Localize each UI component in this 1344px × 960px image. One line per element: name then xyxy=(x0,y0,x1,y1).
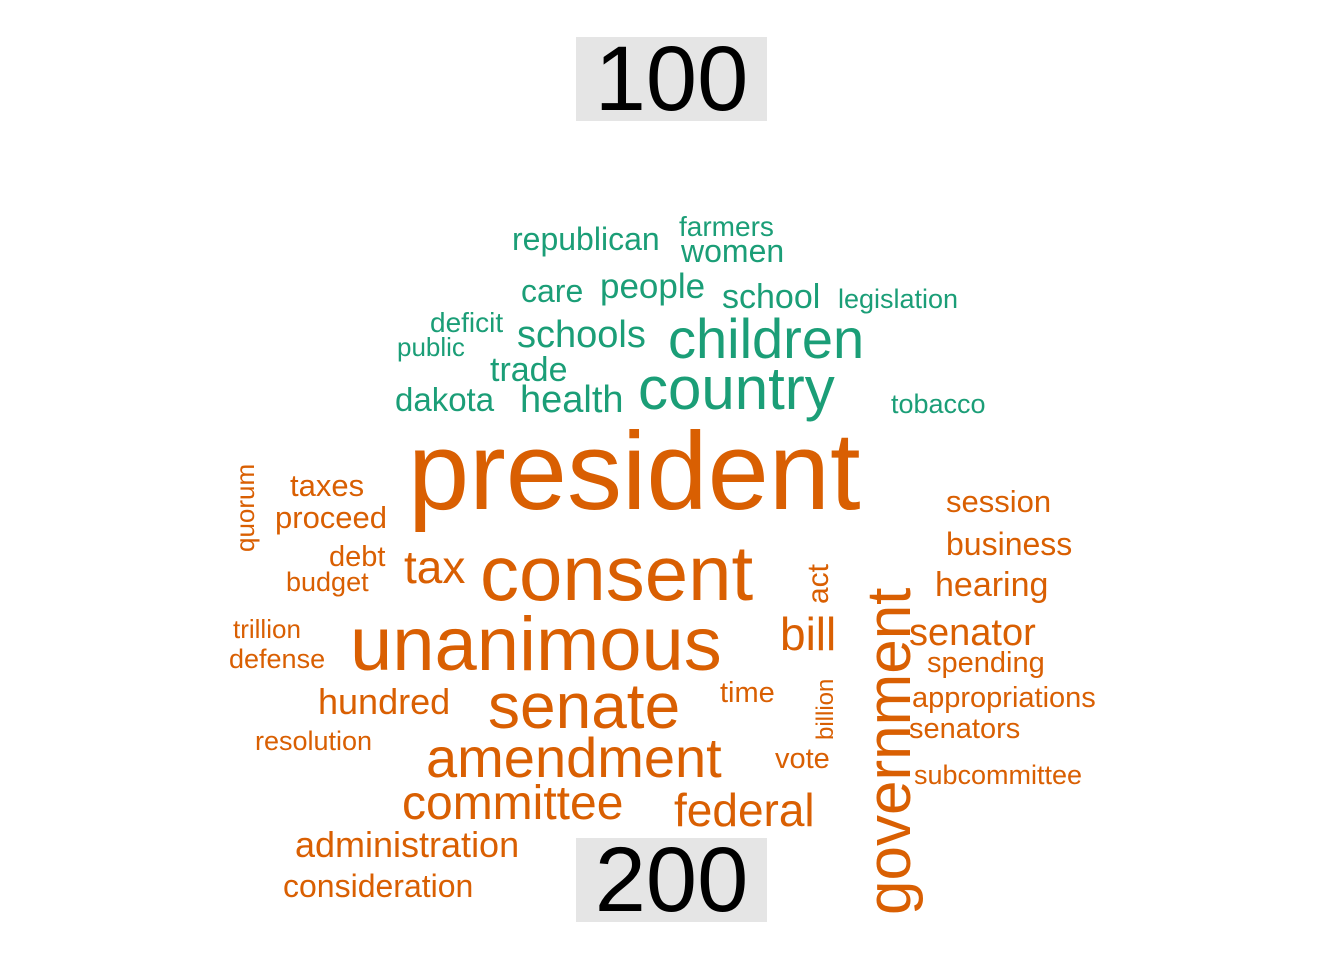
word-committee: committee xyxy=(402,777,623,830)
word-farmers: farmers xyxy=(679,211,774,242)
group-label-top: 100 xyxy=(576,28,767,130)
word-senator: senator xyxy=(909,612,1036,654)
word-deficit: deficit xyxy=(430,307,503,338)
word-children: children xyxy=(668,307,864,370)
word-legislation: legislation xyxy=(838,284,958,314)
word-people: people xyxy=(600,267,705,306)
word-hearing: hearing xyxy=(935,566,1048,604)
word-hundred: hundred xyxy=(318,681,450,722)
word-country: country xyxy=(638,355,835,422)
word-subcommittee: subcommittee xyxy=(914,760,1082,790)
word-business: business xyxy=(946,526,1072,562)
word-school: school xyxy=(722,278,820,316)
word-republican: republican xyxy=(512,221,660,257)
word-government: government xyxy=(855,588,924,915)
word-bill: bill xyxy=(780,608,836,660)
word-budget: budget xyxy=(286,567,369,597)
word-trade: trade xyxy=(490,351,568,389)
word-administration: administration xyxy=(295,824,519,865)
word-trillion: trillion xyxy=(233,614,301,644)
word-vote: vote xyxy=(775,743,830,775)
word-resolution: resolution xyxy=(255,726,372,756)
word-dakota: dakota xyxy=(395,381,495,418)
word-tobacco: tobacco xyxy=(891,389,986,419)
word-consideration: consideration xyxy=(283,868,473,904)
word-proceed: proceed xyxy=(275,500,387,535)
word-senators: senators xyxy=(909,713,1020,745)
word-health: health xyxy=(520,379,624,421)
word-spending: spending xyxy=(927,647,1045,679)
word-appropriations: appropriations xyxy=(912,682,1096,714)
word-time: time xyxy=(720,677,775,709)
word-amendment: amendment xyxy=(426,726,722,789)
word-debt: debt xyxy=(329,541,385,573)
word-senate: senate xyxy=(488,670,680,742)
group-label-bottom: 200 xyxy=(576,829,767,931)
word-defense: defense xyxy=(229,644,325,674)
word-women: women xyxy=(680,233,784,269)
word-unanimous: unanimous xyxy=(350,602,722,687)
word-consent: consent xyxy=(480,529,754,617)
word-act: act xyxy=(802,563,835,604)
word-billion: billion xyxy=(812,679,839,740)
word-public: public xyxy=(397,332,465,362)
word-session: session xyxy=(946,484,1051,519)
group-label-text-top: 100 xyxy=(594,28,749,130)
word-care: care xyxy=(521,273,583,309)
word-taxes: taxes xyxy=(290,468,364,503)
word-president: president xyxy=(408,410,861,533)
word-quorum: quorum xyxy=(230,464,260,552)
word-federal: federal xyxy=(674,784,815,836)
word-tax: tax xyxy=(404,541,465,593)
word-schools: schools xyxy=(517,314,646,356)
group-label-text-bottom: 200 xyxy=(594,829,749,931)
